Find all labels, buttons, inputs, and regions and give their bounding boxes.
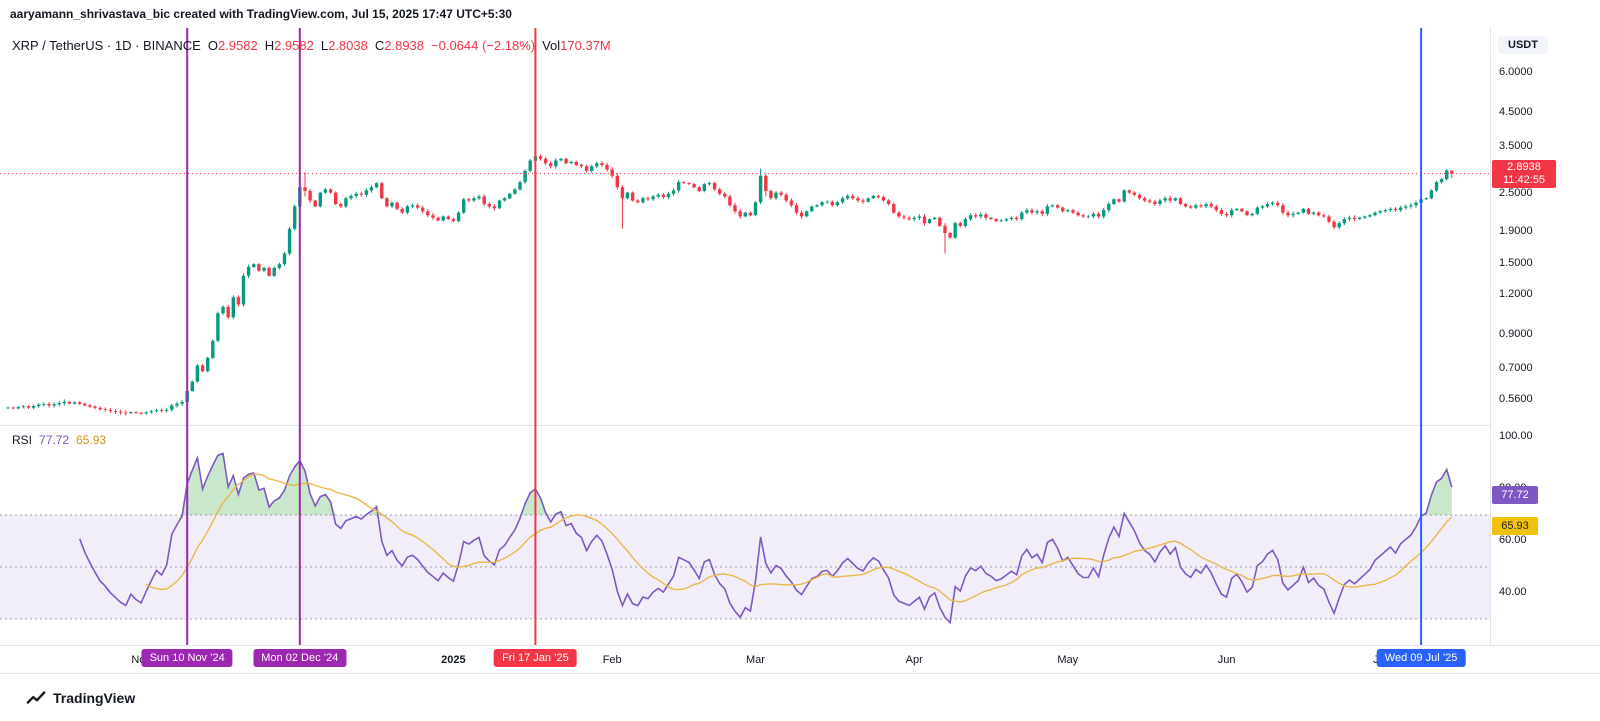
change-value: −0.0644 (−2.18%) <box>431 38 536 53</box>
price-axis-label: 0.7000 <box>1499 362 1533 375</box>
time-axis-label: Apr <box>905 654 923 666</box>
event-date-badge: Wed 09 Jul ’25 <box>1376 649 1466 667</box>
candlestick-chart[interactable] <box>0 28 1490 425</box>
rsi-axis-label: 60.00 <box>1499 534 1527 546</box>
low-value: 2.8038 <box>328 38 368 53</box>
close-value: 2.8938 <box>384 38 425 53</box>
time-axis-label: Mar <box>746 654 765 666</box>
symbol-title[interactable]: XRP / TetherUS · 1D · BINANCE <box>12 38 201 53</box>
high-value: 2.9582 <box>274 38 314 53</box>
tradingview-logo-icon <box>26 690 46 704</box>
open-value: 2.9582 <box>217 38 258 53</box>
rsi-value: 77.72 <box>39 433 70 447</box>
time-axis-label: Jun <box>1217 654 1236 666</box>
price-axis-label: 4.5000 <box>1499 105 1533 118</box>
price-axis-label: 1.9000 <box>1499 224 1533 237</box>
price-axis-label: 6.0000 <box>1499 66 1533 78</box>
rsi-value-badge: 77.72 <box>1492 485 1538 504</box>
tradingview-logo-text: TradingView <box>53 689 136 706</box>
high-label: H <box>264 38 275 53</box>
tradingview-logo[interactable]: TradingView <box>26 688 135 708</box>
price-axis-label: 0.9000 <box>1499 327 1533 340</box>
time-axis[interactable]: NovDec2025FebMarAprMayJunJulSun 10 Nov ’… <box>0 645 1600 673</box>
time-axis-label: 2025 <box>441 654 466 666</box>
open-label: O <box>207 38 218 53</box>
ohlc-open: O 2.9582 <box>208 38 258 53</box>
event-date-badge: Fri 17 Jan ’25 <box>494 649 577 667</box>
rsi-value-badge: 65.93 <box>1492 516 1538 535</box>
rsi-header: RSI 77.72 65.93 <box>12 433 106 447</box>
price-axis-label: 2.5000 <box>1499 186 1533 199</box>
rsi-axis-label: 40.00 <box>1499 586 1527 598</box>
current-price-badge: 2.8938 11:42:55 <box>1492 159 1556 188</box>
volume-label: Vol <box>542 38 561 53</box>
event-date-badge: Mon 02 Dec ’24 <box>253 649 347 667</box>
time-axis-label: May <box>1057 654 1079 666</box>
time-axis-label: Feb <box>602 654 622 666</box>
price-axis-label: 1.2000 <box>1499 287 1533 300</box>
close-label: C <box>374 38 385 53</box>
rsi-ma-value: 65.93 <box>76 433 107 447</box>
footer-bar: TradingView <box>0 673 1600 721</box>
low-label: L <box>320 38 329 53</box>
rsi-pane[interactable]: RSI 77.72 65.93 <box>0 425 1490 645</box>
rsi-title[interactable]: RSI <box>12 433 33 447</box>
event-date-badge: Sun 10 Nov ’24 <box>141 649 233 667</box>
bar-countdown: 11:42:55 <box>1502 173 1545 186</box>
ohlc-close: C 2.8938 <box>375 38 424 53</box>
volume-value: 170.37M <box>560 38 611 53</box>
currency-badge[interactable]: USDT <box>1498 36 1548 54</box>
price-axis[interactable]: USDT 2.8938 11:42:55 6.0000 4.5000 3.5000 2… <box>1490 28 1600 645</box>
current-price-value: 2.8938 <box>1507 160 1541 173</box>
pane-separator[interactable] <box>0 425 1600 426</box>
price-axis-label: 0.5600 <box>1499 393 1533 406</box>
attribution-text: aaryamann_shrivastava_bic created with T… <box>10 7 512 21</box>
volume-group: Vol 170.37M <box>542 38 611 53</box>
price-axis-label: 1.5000 <box>1499 257 1533 270</box>
rsi-chart[interactable] <box>0 425 1490 645</box>
ohlc-low: L 2.8038 <box>321 38 368 53</box>
price-axis-label: 3.5000 <box>1499 140 1533 153</box>
rsi-axis-label: 100.00 <box>1499 430 1533 442</box>
ohlc-high: H 2.9582 <box>265 38 314 53</box>
